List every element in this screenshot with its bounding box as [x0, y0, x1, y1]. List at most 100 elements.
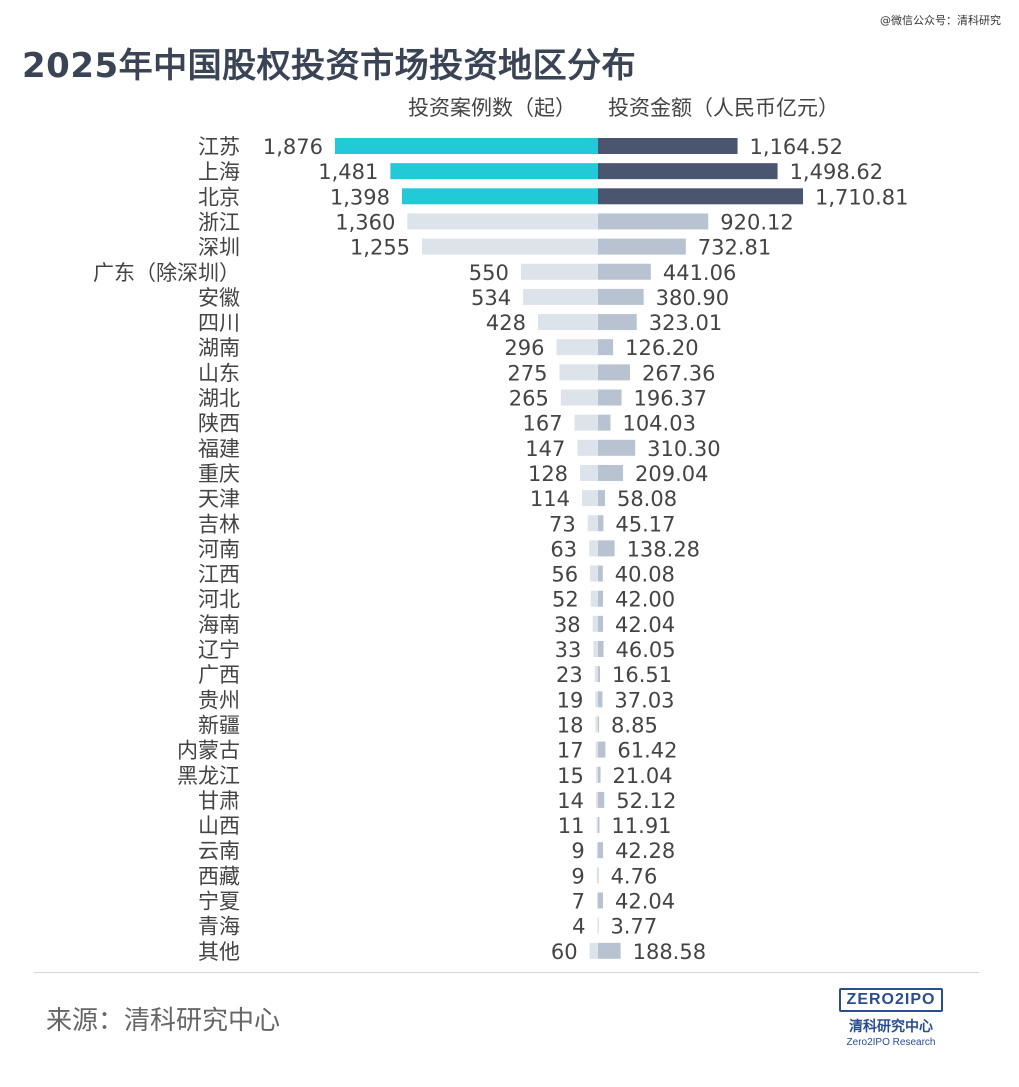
right-bar-amount [598, 389, 622, 406]
left-value-label: 38 [554, 613, 581, 637]
category-label: 宁夏 [198, 890, 240, 914]
left-bar-cases [590, 590, 598, 607]
right-bar-amount [598, 439, 636, 456]
left-bar-cases [587, 515, 598, 532]
watermark-text: @微信公众号：清科研究 [880, 14, 1001, 27]
left-bar-cases [590, 565, 598, 582]
right-value-label: 188.58 [633, 940, 706, 964]
right-value-label: 3.77 [610, 915, 657, 939]
left-value-label: 60 [551, 940, 578, 964]
category-label: 青海 [198, 915, 240, 939]
left-value-label: 9 [571, 864, 584, 888]
right-value-label: 58.08 [617, 487, 677, 511]
left-bar-cases [595, 766, 598, 783]
logo-english-name: Zero2IPO Research [846, 1037, 936, 1048]
left-value-label: 550 [469, 261, 509, 285]
right-bar-amount [598, 364, 631, 381]
left-value-label: 275 [507, 361, 547, 385]
right-bar-amount [598, 188, 803, 205]
left-value-label: 167 [522, 412, 562, 436]
category-label: 云南 [198, 839, 240, 863]
right-value-label: 323.01 [649, 311, 722, 335]
category-label: 深圳 [198, 236, 240, 260]
right-bar-amount [598, 615, 604, 632]
logo-mark: ZERO2IPO [838, 988, 944, 1012]
right-value-label: 196.37 [634, 387, 707, 411]
category-label: 北京 [198, 185, 240, 209]
left-value-label: 296 [504, 336, 544, 360]
left-bar-cases [574, 414, 598, 431]
left-value-label: 428 [486, 311, 526, 335]
right-bar-amount [598, 314, 637, 331]
category-label: 河北 [198, 588, 240, 612]
category-label: 浙江 [198, 210, 240, 234]
right-value-label: 42.00 [615, 588, 675, 612]
left-value-label: 128 [528, 462, 568, 486]
category-label: 海南 [198, 613, 240, 637]
right-bar-amount [598, 741, 606, 758]
category-label: 广东（除深圳） [93, 261, 240, 285]
right-value-label: 1,498.62 [790, 160, 884, 184]
right-bar-amount [598, 892, 604, 909]
category-label: 湖南 [198, 336, 240, 360]
left-value-label: 18 [557, 713, 584, 737]
left-series-header: 投资案例数（起） [408, 96, 576, 120]
left-value-label: 33 [555, 638, 582, 662]
left-bar-cases [422, 238, 598, 255]
right-series-header: 投资金额（人民币亿元） [608, 96, 839, 120]
left-value-label: 1,876 [263, 135, 323, 159]
source-note: 来源：清科研究中心 [46, 1006, 281, 1036]
right-bar-amount [598, 339, 614, 356]
left-value-label: 56 [551, 563, 578, 587]
category-label: 吉林 [198, 512, 240, 536]
right-bar-amount [598, 238, 686, 255]
left-value-label: 265 [509, 387, 549, 411]
right-value-label: 61.42 [617, 739, 677, 763]
category-label: 贵州 [198, 688, 240, 712]
right-value-label: 42.04 [615, 890, 675, 914]
right-bar-amount [598, 213, 709, 230]
left-bar-cases [559, 364, 598, 381]
right-value-label: 11.91 [611, 814, 671, 838]
right-value-label: 42.28 [615, 839, 675, 863]
right-value-label: 310.30 [647, 437, 720, 461]
category-label: 山西 [198, 814, 240, 838]
right-bar-amount [598, 263, 651, 280]
category-label: 江西 [198, 563, 240, 587]
right-value-label: 21.04 [613, 764, 673, 788]
category-label: 河南 [198, 537, 240, 561]
category-label: 湖北 [198, 387, 240, 411]
right-value-label: 46.05 [616, 638, 676, 662]
left-value-label: 1,481 [318, 160, 378, 184]
chart-title: 2025年中国股权投资市场投资地区分布 [22, 46, 637, 86]
left-bar-cases [390, 163, 598, 180]
left-value-label: 7 [572, 890, 585, 914]
right-bar-amount [598, 691, 603, 708]
left-value-label: 14 [557, 789, 584, 813]
right-bar-amount [598, 490, 605, 507]
left-bar-cases [593, 641, 598, 657]
left-bar-cases [577, 439, 598, 456]
left-bar-cases [402, 188, 598, 205]
category-label: 内蒙古 [177, 739, 240, 763]
left-value-label: 52 [552, 588, 579, 612]
left-value-label: 534 [471, 286, 511, 310]
logo-chinese-name: 清科研究中心 [849, 1019, 933, 1035]
right-value-label: 920.12 [720, 210, 793, 234]
right-bar-amount [598, 666, 600, 683]
category-label: 广西 [198, 663, 240, 687]
right-value-label: 1,164.52 [750, 135, 844, 159]
right-bar-amount [598, 163, 778, 180]
left-value-label: 73 [549, 512, 576, 536]
left-bar-cases [520, 263, 598, 280]
right-value-label: 4.76 [611, 864, 658, 888]
left-bar-cases [582, 490, 598, 507]
left-bar-cases [580, 464, 598, 481]
right-value-label: 45.17 [615, 512, 675, 536]
right-bar-amount [598, 138, 738, 154]
left-bar-cases [592, 615, 598, 632]
left-value-label: 23 [556, 663, 583, 687]
right-bar-amount [598, 641, 604, 657]
right-value-label: 267.36 [642, 361, 715, 385]
left-value-label: 19 [557, 688, 584, 712]
